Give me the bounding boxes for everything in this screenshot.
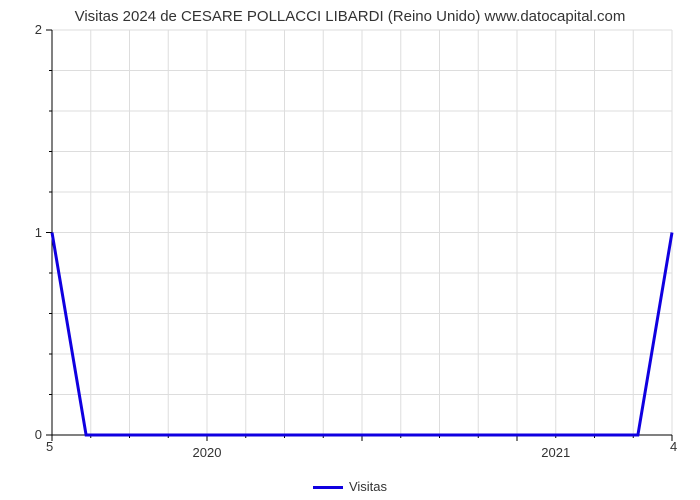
corner-label-bottom-right: 4 bbox=[670, 439, 677, 454]
y-tick-label: 2 bbox=[12, 22, 42, 37]
corner-label-bottom-left: 5 bbox=[46, 439, 53, 454]
y-tick-label: 0 bbox=[12, 427, 42, 442]
y-tick-label: 1 bbox=[12, 225, 42, 240]
legend-label: Visitas bbox=[349, 479, 387, 494]
legend: Visitas bbox=[0, 479, 700, 494]
chart-container: Visitas 2024 de CESARE POLLACCI LIBARDI … bbox=[0, 0, 700, 500]
legend-line bbox=[313, 486, 343, 489]
chart-svg bbox=[0, 0, 700, 500]
x-tick-label: 2021 bbox=[541, 445, 570, 460]
x-tick-label: 2020 bbox=[193, 445, 222, 460]
